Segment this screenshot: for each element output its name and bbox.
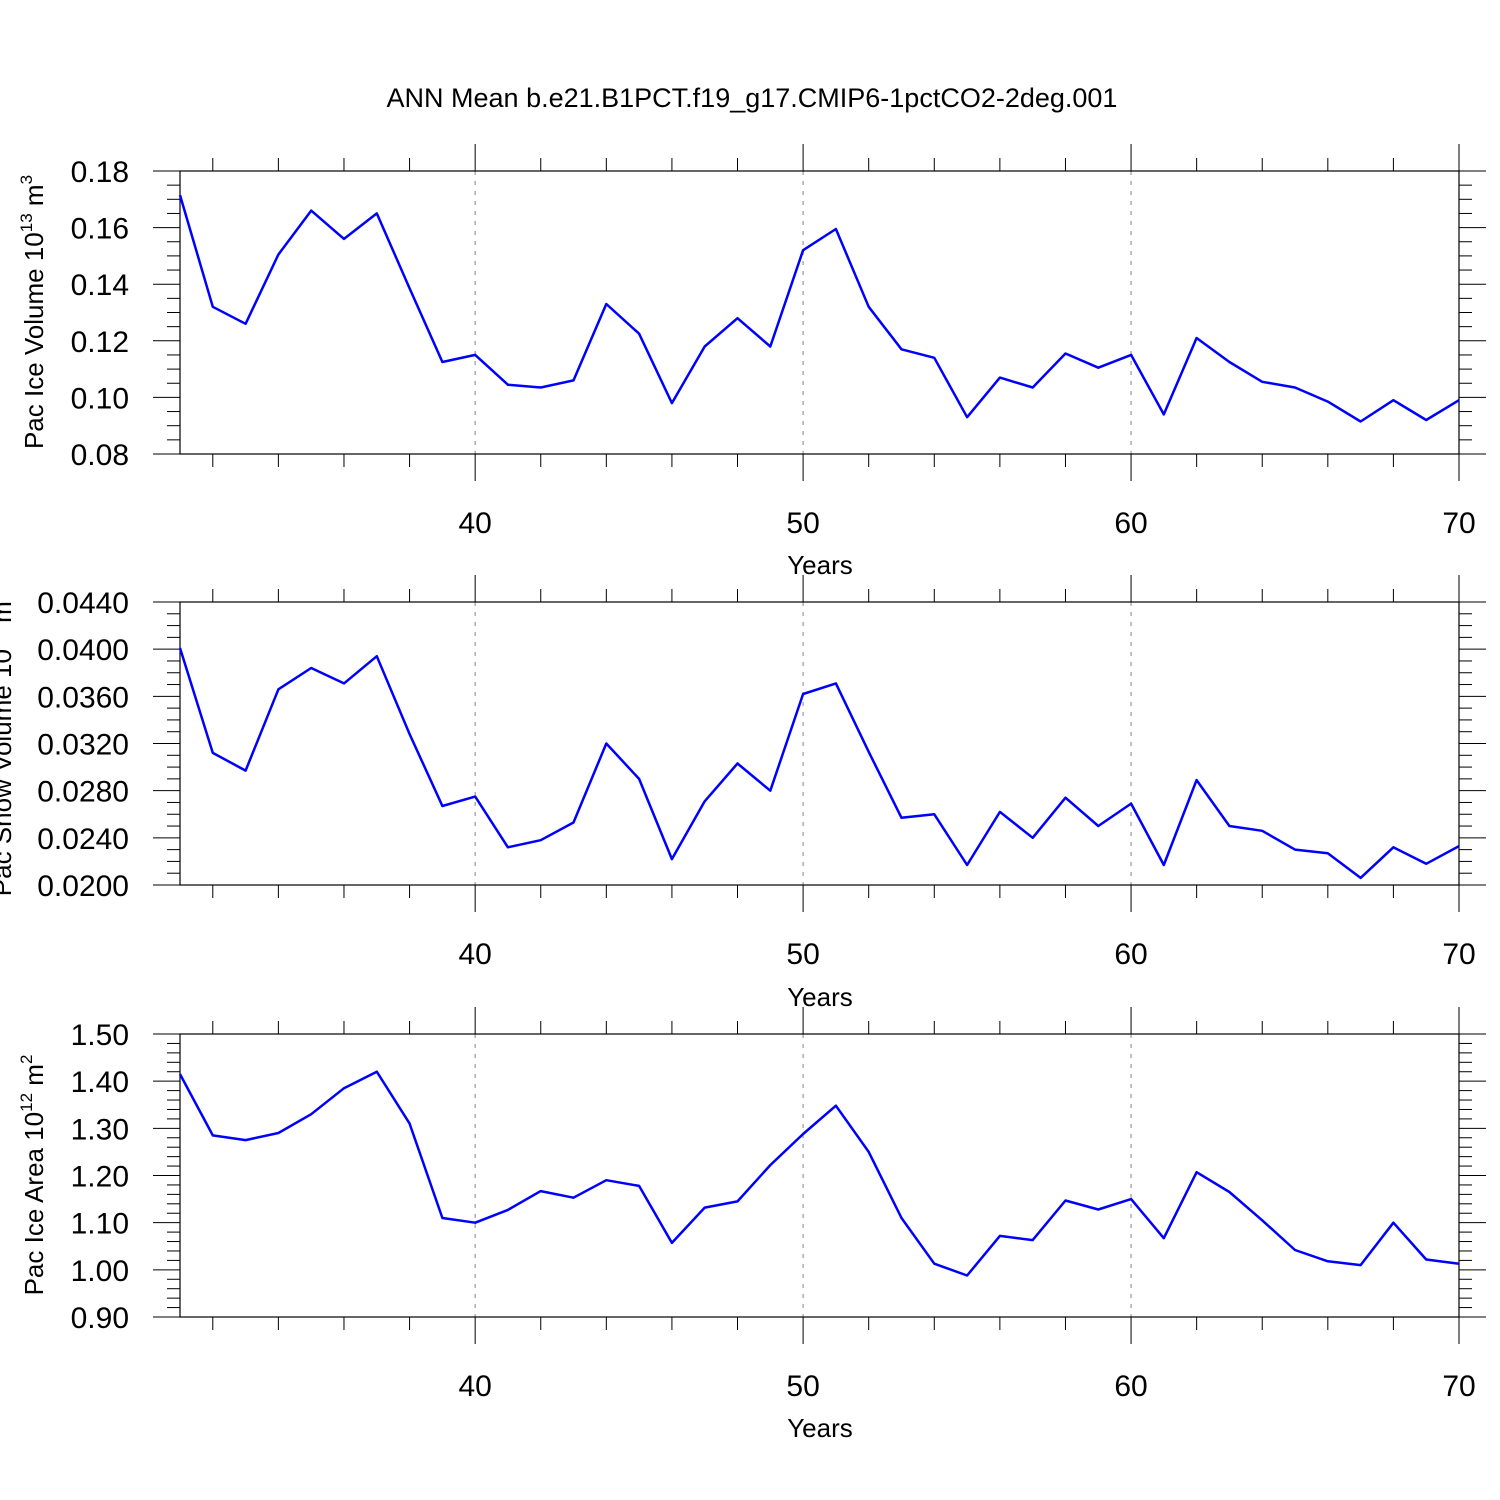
y-axis-label: Pac Snow Volume 1013 m3 xyxy=(0,592,17,896)
y-tick-label: 0.90 xyxy=(71,1302,129,1335)
panel-snow-volume: 0.0200 0.0240 0.0280 0.0320 0.0360 0.0400 0.04… xyxy=(0,575,1486,1012)
x-axis-label: Years xyxy=(787,982,853,1012)
y-tick-label: 0.0440 xyxy=(37,587,129,620)
y-axis-label: Pac Ice Volume 1013 m3 xyxy=(17,175,49,449)
y-tick-label: 0.0280 xyxy=(37,776,129,809)
y-tick-label: 0.14 xyxy=(71,269,129,302)
y-axis-label: Pac Ice Area 1012 m2 xyxy=(17,1055,49,1296)
x-tick-label: 60 xyxy=(1114,938,1147,971)
x-tick-label: 70 xyxy=(1442,1370,1475,1403)
x-tick-label: 40 xyxy=(458,938,491,971)
x-tick-label: 70 xyxy=(1442,938,1475,971)
x-tick-label: 60 xyxy=(1114,507,1147,540)
y-tick-label: 1.00 xyxy=(71,1255,129,1288)
series-line xyxy=(178,647,1460,880)
series-line xyxy=(178,1070,1460,1277)
x-axis-label: Years xyxy=(787,550,853,580)
y-tick-label: 1.10 xyxy=(71,1208,129,1241)
y-tick-label: 1.30 xyxy=(71,1113,129,1146)
y-tick-label: 0.0360 xyxy=(37,681,129,714)
x-tick-label: 40 xyxy=(458,1370,491,1403)
y-tick-label: 0.0320 xyxy=(37,729,129,762)
figure-title: ANN Mean b.e21.B1PCT.f19_g17.CMIP6-1pctC… xyxy=(387,83,1118,113)
x-tick-label: 60 xyxy=(1114,1370,1147,1403)
y-tick-label: 0.0200 xyxy=(37,870,129,903)
panel-ice-volume: 0.080.100.120.140.160.18 40 50 60 70 Years … xyxy=(17,144,1486,580)
x-tick-label: 50 xyxy=(786,938,819,971)
plot-frame xyxy=(179,1033,1460,1318)
y-tick-label: 0.0240 xyxy=(37,823,129,856)
y-tick-label: 0.10 xyxy=(71,382,129,415)
plot-frame xyxy=(179,170,1460,455)
y-tick-label: 1.40 xyxy=(71,1066,129,1099)
y-tick-label: 1.50 xyxy=(71,1019,129,1052)
y-tick-label: 0.18 xyxy=(71,156,129,189)
y-tick-label: 0.12 xyxy=(71,326,129,359)
panel-ice-area: 0.90 1.00 1.10 1.20 1.30 1.40 1.50 40 50 60 70 Ye… xyxy=(17,1007,1486,1443)
x-tick-label: 40 xyxy=(458,507,491,540)
plot-frame xyxy=(179,601,1460,886)
y-tick-label: 0.08 xyxy=(71,439,129,472)
x-tick-label: 50 xyxy=(786,1370,819,1403)
y-tick-label: 0.16 xyxy=(71,213,129,246)
y-tick-label: 0.0400 xyxy=(37,634,129,667)
x-tick-label: 50 xyxy=(786,507,819,540)
x-axis-label: Years xyxy=(787,1413,853,1443)
y-tick-label: 1.20 xyxy=(71,1161,129,1194)
series-line xyxy=(178,194,1460,423)
x-tick-label: 70 xyxy=(1442,507,1475,540)
